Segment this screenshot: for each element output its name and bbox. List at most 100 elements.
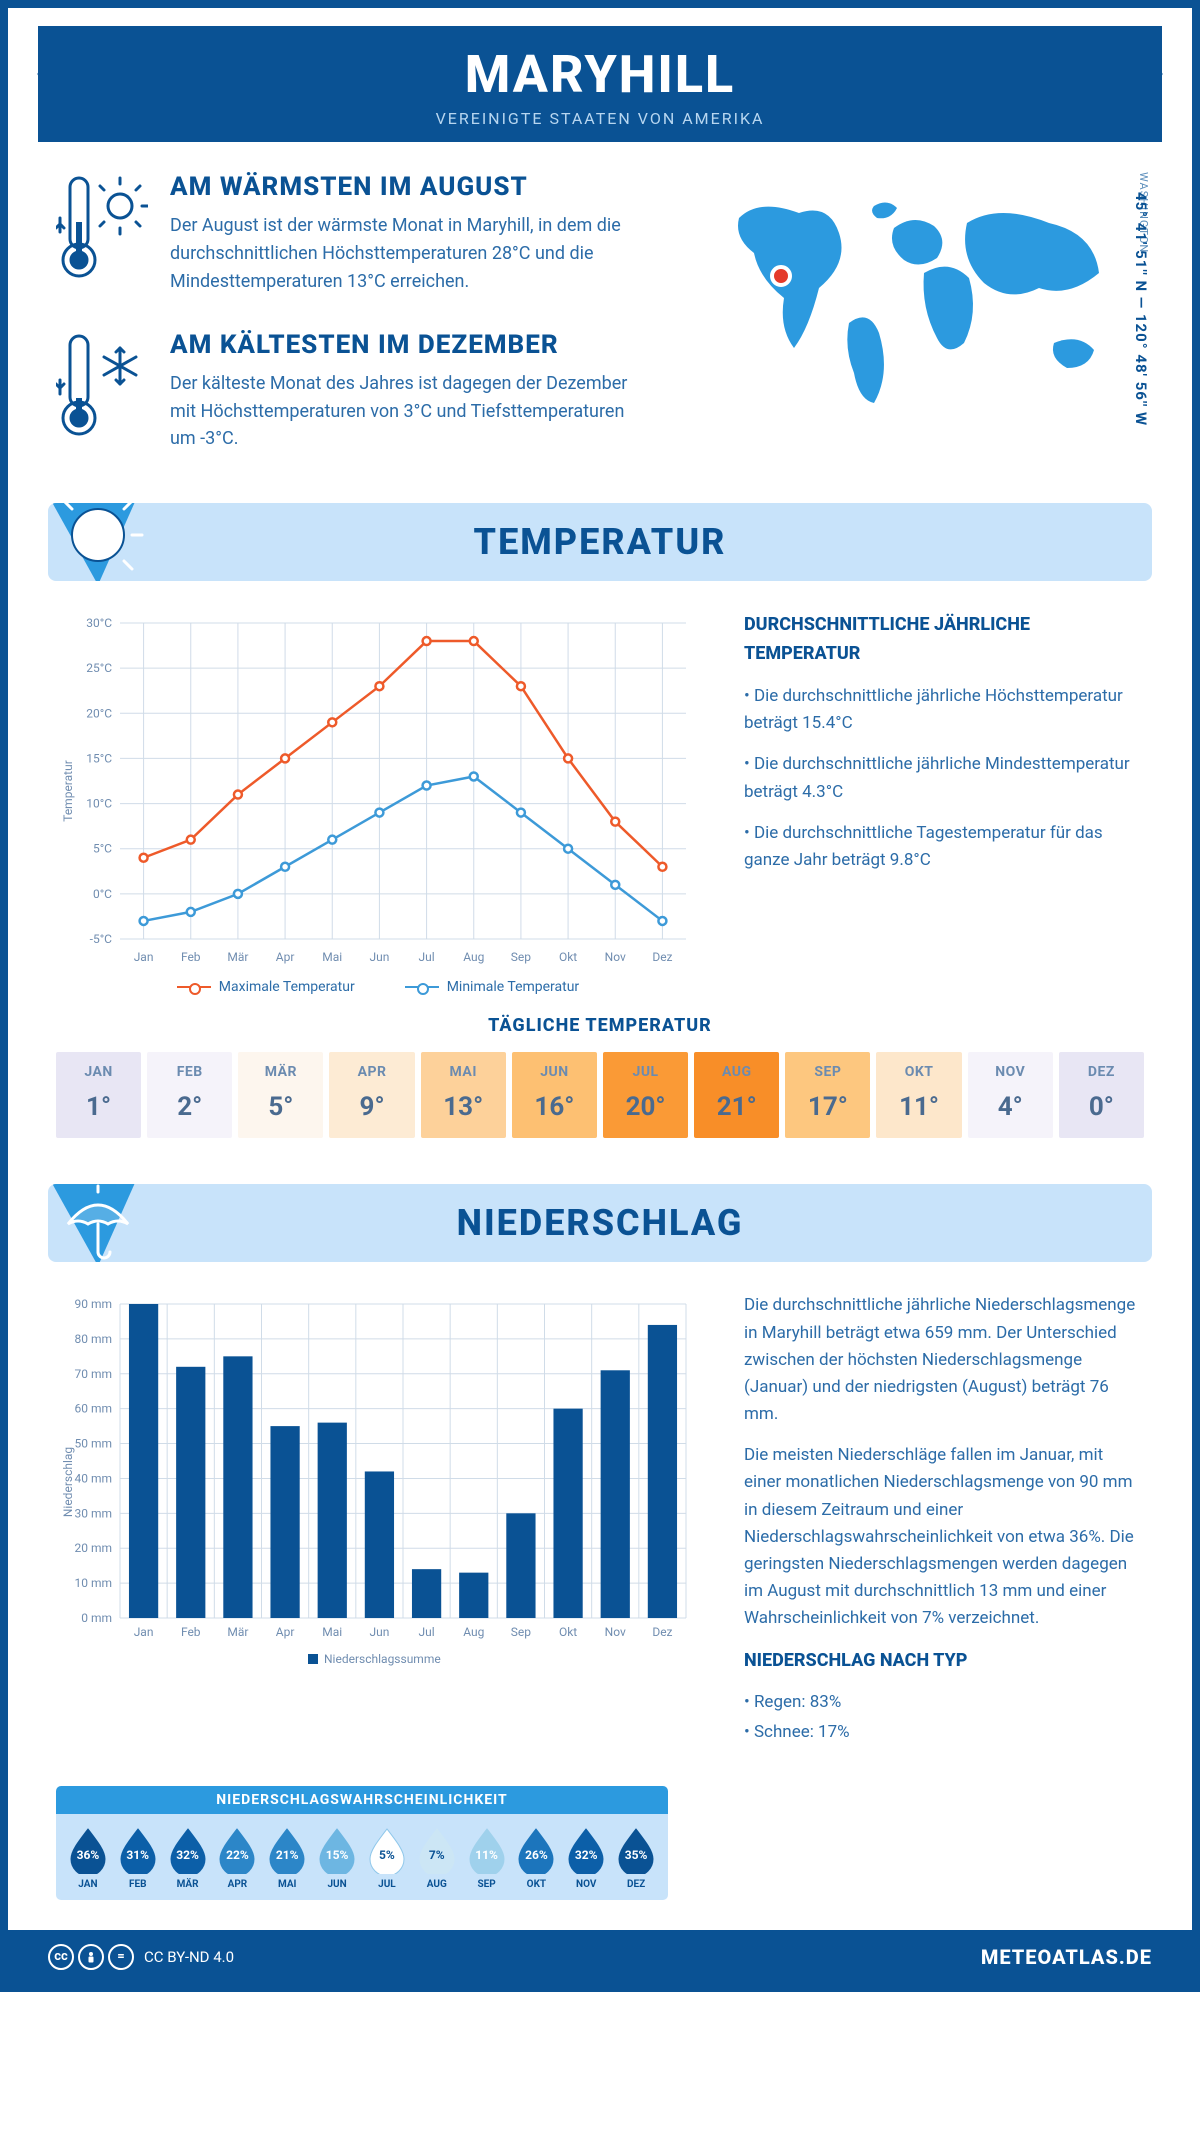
page-subtitle: VEREINIGTE STAATEN VON AMERIKA <box>38 109 1162 128</box>
temp-cell: NOV4° <box>968 1052 1053 1138</box>
world-map-icon <box>699 178 1119 418</box>
svg-text:Feb: Feb <box>181 1625 201 1639</box>
svg-text:Temperatur: Temperatur <box>61 761 75 823</box>
temp-bullet-0: • Die durchschnittliche jährliche Höchst… <box>744 683 1144 737</box>
facts-column: AM WÄRMSTEN IM AUGUST Der August ist der… <box>56 172 634 487</box>
precip-p2: Die meisten Niederschläge fallen im Janu… <box>744 1442 1144 1632</box>
temp-cell: SEP17° <box>785 1052 870 1138</box>
svg-text:-5°C: -5°C <box>90 932 113 946</box>
svg-text:Sep: Sep <box>511 1625 531 1639</box>
precip-chart-col: 0 mm10 mm20 mm30 mm40 mm50 mm60 mm70 mm8… <box>56 1292 700 1759</box>
svg-text:Jun: Jun <box>369 1625 389 1639</box>
probability-drop: 22%APR <box>213 1826 261 1890</box>
svg-text:Dez: Dez <box>652 1625 672 1639</box>
license-label: CC BY-ND 4.0 <box>144 1948 234 1966</box>
svg-text:Apr: Apr <box>276 1625 295 1639</box>
fact-warmest: AM WÄRMSTEN IM AUGUST Der August ist der… <box>56 172 634 296</box>
svg-text:Jul: Jul <box>419 1625 435 1639</box>
page-title: MARYHILL <box>38 44 1162 105</box>
cc-icons: cc = <box>48 1944 134 1970</box>
probability-drop: 35%DEZ <box>612 1826 660 1890</box>
precip-type-snow: • Schnee: 17% <box>744 1719 1144 1746</box>
svg-text:Okt: Okt <box>559 950 577 964</box>
temp-cell: DEZ0° <box>1059 1052 1144 1138</box>
section-banner-temp: TEMPERATUR <box>48 503 1152 581</box>
svg-text:Mär: Mär <box>227 1625 248 1639</box>
svg-text:Mär: Mär <box>227 950 248 964</box>
probability-drop: 36%JAN <box>64 1826 112 1890</box>
svg-text:0°C: 0°C <box>93 887 112 901</box>
temp-chart-col: -5°C0°C5°C10°C15°C20°C25°C30°CJanFebMärA… <box>56 611 700 995</box>
precip-type-rain: • Regen: 83% <box>744 1689 1144 1716</box>
temp-cell: JUN16° <box>512 1052 597 1138</box>
svg-text:Jan: Jan <box>134 1625 154 1639</box>
temp-content-row: -5°C0°C5°C10°C15°C20°C25°C30°CJanFebMärA… <box>8 587 1192 1005</box>
svg-text:40 mm: 40 mm <box>74 1472 112 1486</box>
svg-text:50 mm: 50 mm <box>74 1437 112 1451</box>
svg-text:Sep: Sep <box>511 950 531 964</box>
svg-text:Nov: Nov <box>605 1625 626 1639</box>
umbrella-icon <box>48 1184 168 1262</box>
svg-text:60 mm: 60 mm <box>74 1402 112 1416</box>
svg-text:90 mm: 90 mm <box>74 1297 112 1311</box>
temp-legend: Maximale Temperatur Minimale Temperatur <box>56 979 700 995</box>
svg-text:Mai: Mai <box>322 1625 342 1639</box>
svg-text:20 mm: 20 mm <box>74 1542 112 1556</box>
temp-cell: AUG21° <box>694 1052 779 1138</box>
svg-text:30°C: 30°C <box>86 616 112 630</box>
temp-cell: MÄR5° <box>238 1052 323 1138</box>
svg-text:25°C: 25°C <box>86 661 112 675</box>
daily-temp-grid: JAN1°FEB2°MÄR5°APR9°MAI13°JUN16°JUL20°AU… <box>8 1052 1192 1178</box>
sun-icon <box>48 503 168 581</box>
by-icon <box>78 1944 104 1970</box>
precip-content-row: 0 mm10 mm20 mm30 mm40 mm50 mm60 mm70 mm8… <box>8 1268 1192 1769</box>
temperature-line-chart: -5°C0°C5°C10°C15°C20°C25°C30°CJanFebMärA… <box>56 611 700 971</box>
svg-text:10°C: 10°C <box>86 797 112 811</box>
temp-cell: FEB2° <box>147 1052 232 1138</box>
svg-text:70 mm: 70 mm <box>74 1367 112 1381</box>
svg-text:80 mm: 80 mm <box>74 1332 112 1346</box>
fact-warm-body: Der August ist der wärmste Monat in Mary… <box>170 212 634 296</box>
probability-drop: 31%FEB <box>114 1826 162 1890</box>
svg-text:Jul: Jul <box>419 950 435 964</box>
section-title-temp: TEMPERATUR <box>48 521 1152 563</box>
daily-temp-title: TÄGLICHE TEMPERATUR <box>8 1015 1192 1036</box>
section-banner-precip: NIEDERSCHLAG <box>48 1184 1152 1262</box>
temp-cell: APR9° <box>329 1052 414 1138</box>
temp-bullet-2: • Die durchschnittliche Tagestemperatur … <box>744 820 1144 874</box>
thermometer-snow-icon <box>56 330 148 440</box>
precip-type-heading: NIEDERSCHLAG NACH TYP <box>744 1647 1144 1676</box>
temp-cell: JUL20° <box>603 1052 688 1138</box>
svg-text:Jun: Jun <box>369 950 389 964</box>
svg-text:5°C: 5°C <box>93 842 112 856</box>
svg-text:Okt: Okt <box>559 1625 577 1639</box>
fact-coldest: AM KÄLTESTEN IM DEZEMBER Der kälteste Mo… <box>56 330 634 454</box>
svg-text:Aug: Aug <box>463 950 484 964</box>
probability-drop: 32%NOV <box>562 1826 610 1890</box>
svg-text:Aug: Aug <box>463 1625 484 1639</box>
probability-drop: 21%MAI <box>263 1826 311 1890</box>
precip-info-col: Die durchschnittliche jährliche Niedersc… <box>744 1292 1144 1759</box>
svg-text:10 mm: 10 mm <box>74 1576 112 1590</box>
svg-text:30 mm: 30 mm <box>74 1507 112 1521</box>
svg-text:20°C: 20°C <box>86 707 112 721</box>
svg-text:Jan: Jan <box>134 950 154 964</box>
probability-drop: 11%SEP <box>463 1826 511 1890</box>
precip-p1: Die durchschnittliche jährliche Niedersc… <box>744 1292 1144 1428</box>
coordinates: 45° 41' 51'' N — 120° 48' 56'' W <box>1132 192 1150 426</box>
temp-cell: JAN1° <box>56 1052 141 1138</box>
fact-cold-body: Der kälteste Monat des Jahres ist dagege… <box>170 370 634 454</box>
temp-cell: OKT11° <box>876 1052 961 1138</box>
legend-max-label: Maximale Temperatur <box>219 979 355 995</box>
svg-text:Feb: Feb <box>181 950 201 964</box>
cc-icon: cc <box>48 1944 74 1970</box>
probability-panel: NIEDERSCHLAGSWAHRSCHEINLICHKEIT 36%JAN31… <box>56 1786 668 1900</box>
probability-body: 36%JAN31%FEB32%MÄR22%APR21%MAI15%JUN5%JU… <box>56 1814 668 1900</box>
footer: cc = CC BY-ND 4.0 METEOATLAS.DE <box>8 1930 1192 1984</box>
precipitation-bar-chart: 0 mm10 mm20 mm30 mm40 mm50 mm60 mm70 mm8… <box>56 1292 700 1672</box>
svg-text:Dez: Dez <box>652 950 672 964</box>
temp-info-col: DURCHSCHNITTLICHE JÄHRLICHE TEMPERATUR •… <box>744 611 1144 995</box>
svg-text:Nov: Nov <box>605 950 626 964</box>
svg-text:Mai: Mai <box>322 950 342 964</box>
brand-label: METEOATLAS.DE <box>981 1945 1152 1969</box>
